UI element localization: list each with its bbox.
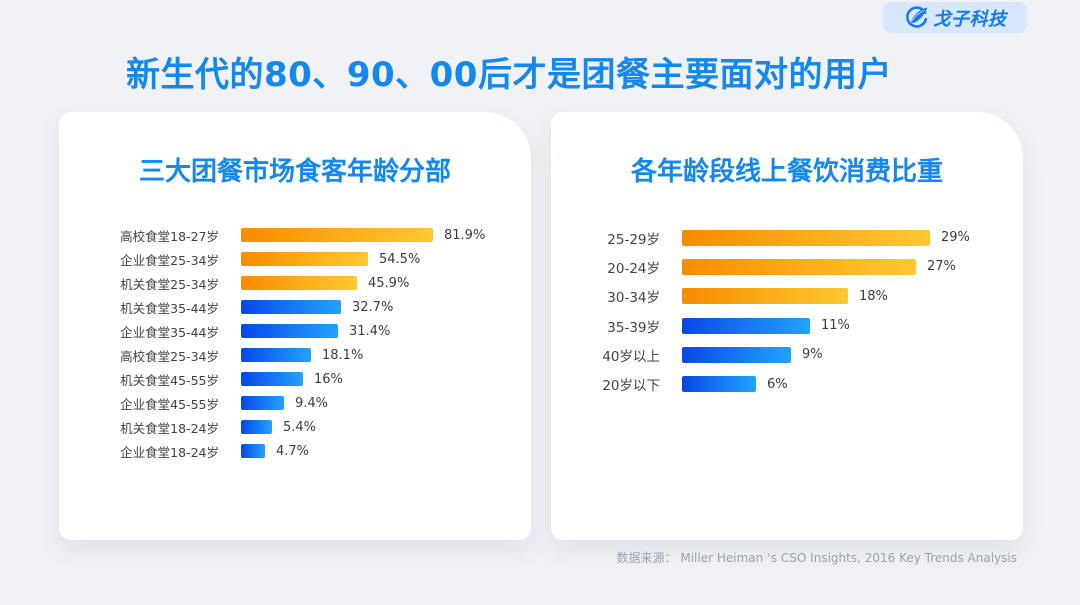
bar-value-label: 18% <box>859 288 888 304</box>
bar-value-label: 6% <box>767 376 788 392</box>
bar-row: 机关食堂25-34岁 45.9% <box>59 271 531 295</box>
bar-row: 35-39岁 11% <box>551 311 1023 340</box>
bar-value-label: 16% <box>314 371 343 387</box>
bar-blue <box>241 420 272 434</box>
chart-title-left: 三大团餐市场食客年龄分部 <box>138 157 451 187</box>
chart-card-online-consumption-share: 各年龄段线上餐饮消费比重 25-29岁 29% 20-24岁 27% 30-34岁 18%… <box>551 112 1023 540</box>
bar-orange <box>241 276 357 290</box>
chart-card-canteen-age-distribution: 三大团餐市场食客年龄分部 高校食堂18-27岁 81.9% 企业食堂25-34岁 54… <box>59 112 531 540</box>
bar-category-label: 机关食堂18-24岁 <box>120 420 219 436</box>
bar-orange <box>682 288 848 305</box>
bar-value-label: 81.9% <box>444 227 486 243</box>
bar-category-label: 高校食堂18-27岁 <box>120 228 219 244</box>
bar-chart-online-consumption: 25-29岁 29% 20-24岁 27% 30-34岁 18% 35-39岁 11% 40岁以… <box>551 223 1023 399</box>
bar-blue <box>682 346 791 363</box>
bar-row: 20岁以下 6% <box>551 369 1023 398</box>
bar-category-label: 35-39岁 <box>607 319 660 336</box>
bar-row: 高校食堂18-27岁 81.9% <box>59 223 531 247</box>
bar-value-label: 11% <box>821 318 850 334</box>
bar-row: 高校食堂25-34岁 18.1% <box>59 343 531 367</box>
bar-blue <box>241 444 265 458</box>
bar-row: 企业食堂35-44岁 31.4% <box>59 319 531 343</box>
bar-value-label: 5.4% <box>283 419 317 435</box>
bar-blue <box>241 372 303 386</box>
bar-value-label: 9.4% <box>295 395 329 411</box>
bar-orange <box>682 229 930 246</box>
bar-value-label: 31.4% <box>349 323 391 339</box>
bar-row: 机关食堂35-44岁 32.7% <box>59 295 531 319</box>
bar-category-label: 高校食堂25-34岁 <box>120 348 219 364</box>
bar-category-label: 企业食堂18-24岁 <box>120 444 219 460</box>
bar-category-label: 企业食堂25-34岁 <box>120 252 219 268</box>
bar-category-label: 25-29岁 <box>607 231 660 248</box>
bar-category-label: 20岁以下 <box>602 378 660 395</box>
bar-blue <box>241 324 338 338</box>
bar-blue <box>241 396 284 410</box>
bar-category-label: 机关食堂45-55岁 <box>120 372 219 388</box>
page-title: 新生代的80、90、00后才是团餐主要面对的用户 <box>126 55 892 95</box>
chart-title-right: 各年龄段线上餐饮消费比重 <box>630 157 943 187</box>
bar-category-label: 机关食堂25-34岁 <box>120 276 219 292</box>
bar-row: 20-24岁 27% <box>551 252 1023 281</box>
bar-value-label: 9% <box>802 347 823 363</box>
bar-row: 25-29岁 29% <box>551 223 1023 252</box>
bar-chart-canteen-age: 高校食堂18-27岁 81.9% 企业食堂25-34岁 54.5% 机关食堂25-34岁… <box>59 223 531 463</box>
bar-orange <box>682 258 916 275</box>
bar-blue <box>682 376 756 393</box>
bar-orange <box>241 228 433 242</box>
bar-value-label: 18.1% <box>322 347 364 363</box>
bar-row: 机关食堂45-55岁 16% <box>59 367 531 391</box>
bar-value-label: 29% <box>941 230 970 246</box>
bar-blue <box>682 317 810 334</box>
bar-row: 企业食堂45-55岁 9.4% <box>59 391 531 415</box>
bar-row: 企业食堂25-34岁 54.5% <box>59 247 531 271</box>
bar-value-label: 4.7% <box>276 443 310 459</box>
logo-text: 戈子科技 <box>932 8 1007 30</box>
bar-value-label: 27% <box>927 259 956 275</box>
logo: 戈子科技 <box>883 2 1027 33</box>
bar-category-label: 企业食堂45-55岁 <box>120 396 219 412</box>
bar-blue <box>241 348 311 362</box>
bar-value-label: 45.9% <box>368 275 410 291</box>
bar-blue <box>241 300 341 314</box>
bar-row: 机关食堂18-24岁 5.4% <box>59 415 531 439</box>
bar-value-label: 54.5% <box>379 251 421 267</box>
bar-row: 30-34岁 18% <box>551 282 1023 311</box>
bar-category-label: 企业食堂35-44岁 <box>120 324 219 340</box>
bar-row: 40岁以上 9% <box>551 340 1023 369</box>
bar-category-label: 20-24岁 <box>607 260 660 277</box>
bar-category-label: 40岁以上 <box>602 348 660 365</box>
bar-orange <box>241 252 368 266</box>
bar-row: 企业食堂18-24岁 4.7% <box>59 439 531 463</box>
bar-value-label: 32.7% <box>352 299 394 315</box>
gezi-logo-swoosh-icon <box>904 5 929 30</box>
bar-category-label: 机关食堂35-44岁 <box>120 300 219 316</box>
data-source-note: 数据来源： Miller Heiman ‘s CSO Insights, 201… <box>616 551 1017 565</box>
bar-category-label: 30-34岁 <box>607 290 660 307</box>
